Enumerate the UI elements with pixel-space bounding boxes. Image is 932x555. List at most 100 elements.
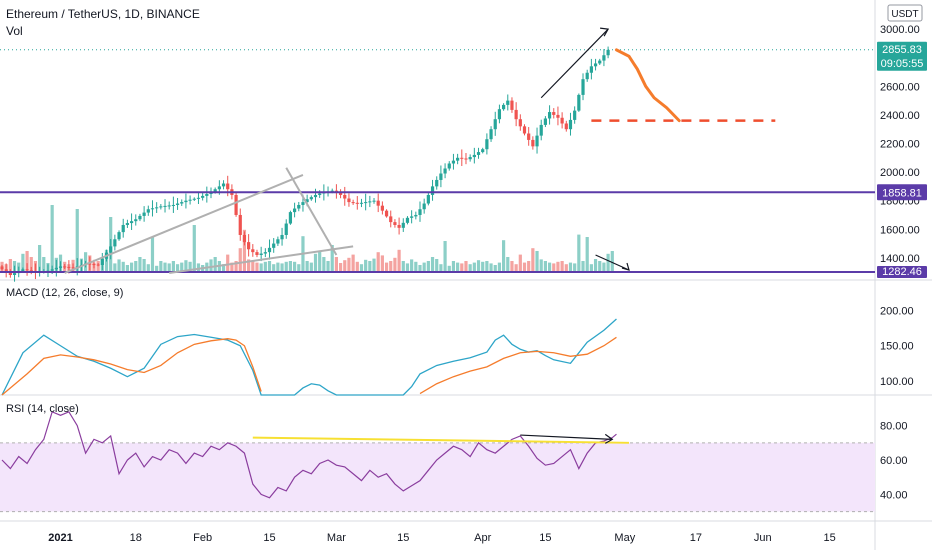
volume-bar: [430, 257, 435, 273]
volume-bar: [142, 259, 146, 273]
candle-body: [593, 63, 598, 67]
volume-bar: [593, 259, 598, 273]
volume-bar: [188, 261, 192, 273]
volume-bar: [29, 257, 33, 273]
candle-body: [267, 247, 272, 253]
volume-bar: [125, 265, 129, 273]
breakdown-line[interactable]: [285, 167, 338, 256]
candle-body: [355, 202, 359, 204]
volume-bar: [564, 264, 568, 273]
candle-body: [313, 194, 318, 198]
currency-text: USDT: [891, 9, 918, 20]
candle-body: [481, 149, 485, 153]
volume-bar: [397, 249, 401, 273]
volume-bar: [288, 261, 293, 273]
candle-body: [155, 207, 159, 209]
last-price-value: 2855.83: [882, 44, 922, 56]
candle-body: [497, 109, 502, 120]
candle-body: [96, 264, 100, 266]
candle-body: [109, 246, 113, 253]
volume-bar: [577, 234, 581, 273]
candle-body: [364, 202, 368, 204]
volume-bar: [305, 261, 309, 273]
volume-bar: [326, 261, 330, 273]
rsi-arrow-head-icon: [604, 433, 614, 444]
volume-bar: [410, 259, 414, 273]
volume-bar: [359, 264, 364, 273]
rsi-yellow-trendline[interactable]: [252, 436, 630, 444]
currency-selector[interactable]: USDT: [887, 4, 923, 22]
candle-body: [58, 266, 63, 268]
volume-bar: [585, 237, 589, 273]
volume-bar: [451, 261, 456, 273]
time-axis-ticks: 2021 18 Feb 15 Mar 15 Apr 15 May 17 Jun 15: [48, 532, 835, 544]
time-tick-label: 18: [130, 532, 142, 544]
volume-bar: [372, 258, 376, 273]
volume-bar: [602, 262, 606, 273]
volume-bar: [426, 261, 430, 273]
currency-box[interactable]: [887, 4, 923, 22]
volume-bar: [247, 259, 251, 273]
candle-body: [401, 222, 405, 228]
volume-bar: [476, 260, 481, 273]
volume-arrow-line[interactable]: [595, 254, 630, 271]
volume-bar: [347, 257, 351, 273]
candle-body: [293, 208, 297, 213]
candle-body: [63, 266, 67, 268]
trend-arrow-line[interactable]: [540, 28, 609, 99]
macd-label[interactable]: MACD (12, 26, close, 9): [6, 287, 123, 299]
volume-bar: [25, 251, 29, 273]
rsi-lines: [1, 411, 630, 499]
candle-body: [163, 205, 167, 207]
volume-bar: [535, 251, 539, 273]
volume-bar: [221, 264, 226, 273]
volume-bar: [518, 254, 522, 273]
candle-body: [422, 203, 426, 210]
volume-bar: [481, 261, 485, 273]
candle-body: [255, 252, 259, 255]
volume-bar: [581, 261, 585, 273]
volume-bar: [589, 264, 593, 273]
volume-bar: [284, 261, 288, 273]
projection-curve[interactable]: [614, 48, 681, 123]
candle-body: [531, 139, 535, 147]
volume-bar: [121, 261, 125, 273]
candle-body: [4, 269, 8, 273]
candle-body: [447, 163, 451, 169]
volume-bar: [405, 263, 410, 273]
candle-body: [547, 112, 552, 119]
candlestick-series: [0, 46, 610, 282]
volume-bar: [393, 257, 397, 273]
candle-body: [552, 112, 556, 115]
macd-line: [1, 318, 617, 396]
symbol-title[interactable]: Ethereum / TetherUS, 1D, BINANCE: [6, 7, 200, 21]
wedge-lower-line[interactable]: [169, 245, 354, 274]
candle-body: [493, 119, 497, 130]
candle-body: [54, 267, 58, 270]
volume-bar: [242, 229, 247, 273]
volume-bar: [50, 205, 54, 273]
candle-body: [456, 157, 460, 161]
volume-bar: [568, 262, 573, 273]
rsi-arrow-line[interactable]: [520, 434, 613, 440]
wedge-upper-line[interactable]: [64, 174, 304, 274]
volume-bar: [322, 257, 326, 273]
volume-bar: [547, 262, 552, 273]
candle-body: [384, 210, 389, 217]
candle-body: [451, 160, 456, 164]
volume-label[interactable]: Vol: [6, 24, 23, 38]
volume-bar: [113, 263, 117, 273]
candle-body: [201, 195, 205, 198]
candle-body: [539, 124, 543, 136]
volume-bar: [192, 225, 196, 273]
candle-body: [309, 197, 313, 200]
rsi-axis-ticks: 80.00 60.00 40.00: [880, 421, 908, 502]
volume-bar: [297, 264, 301, 273]
drawing-tools[interactable]: [64, 27, 776, 274]
price-tick-label: 2600.00: [880, 81, 920, 93]
volume-bar: [510, 261, 514, 273]
rsi-label[interactable]: RSI (14, close): [6, 403, 79, 415]
candle-body: [92, 264, 96, 266]
